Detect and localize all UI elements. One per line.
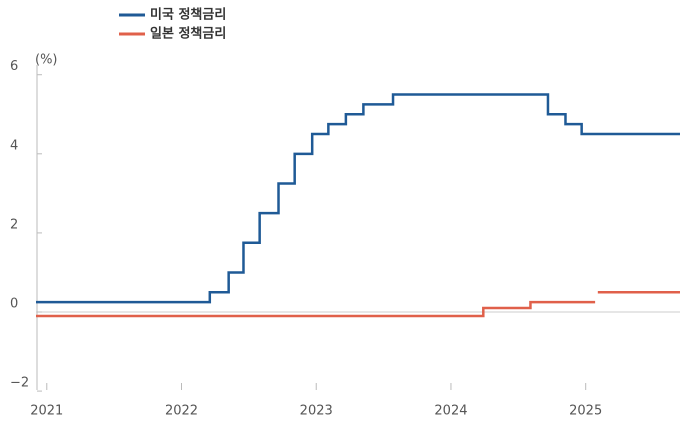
x-tick-label: 2021 xyxy=(30,404,63,419)
x-tick-label: 2023 xyxy=(300,404,333,419)
x-tick-label: 2024 xyxy=(434,404,467,419)
legend-label: 일본 정책금리 xyxy=(150,26,226,42)
y-tick-label: −2 xyxy=(10,376,29,391)
x-tick-label: 2022 xyxy=(165,404,198,419)
y-unit-label: (%) xyxy=(35,53,58,68)
series-line xyxy=(36,93,680,304)
y-tick-label: 0 xyxy=(10,297,18,312)
x-tick-label: 2025 xyxy=(569,404,602,419)
y-tick-label: 2 xyxy=(10,217,18,232)
y-tick-label: 6 xyxy=(10,59,18,74)
series-line xyxy=(36,290,680,318)
y-tick-label: 4 xyxy=(10,138,18,153)
legend-label: 미국 정책금리 xyxy=(150,7,226,23)
